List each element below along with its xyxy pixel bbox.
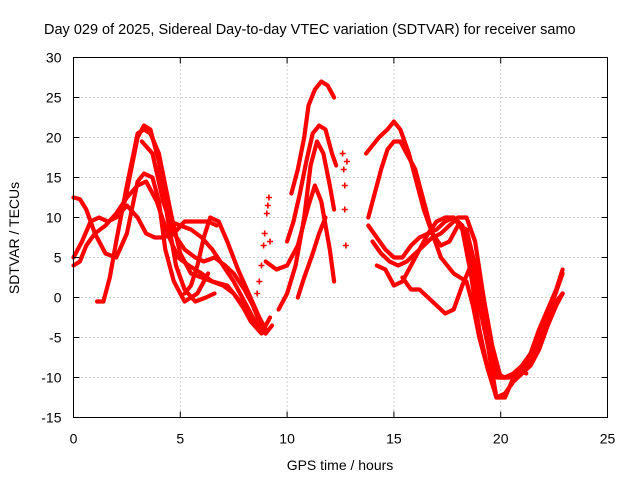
axis-ticks: 0 5 10 15 20 25 -15 -10 -5 0 5 10 15 20 25 30 <box>41 50 615 447</box>
series-sat-j <box>276 139 337 312</box>
x-axis-label: GPS time / hours <box>287 457 394 473</box>
plus-marker <box>260 242 267 249</box>
y-tick-label: 20 <box>46 130 62 146</box>
plus-marker <box>258 262 265 269</box>
series-sat-c <box>71 179 273 336</box>
x-tick-label: 5 <box>176 431 184 447</box>
plus-marker <box>261 230 268 237</box>
chart-title: Day 029 of 2025, Sidereal Day-to-day VTE… <box>44 22 576 38</box>
plus-marker <box>267 238 274 245</box>
plus-marker <box>340 166 347 173</box>
y-tick-label: 10 <box>46 210 62 226</box>
plus-marker <box>339 150 346 157</box>
y-tick-label: -5 <box>49 330 62 346</box>
y-tick-label: 30 <box>46 50 62 66</box>
series-sat-g <box>167 219 275 336</box>
plus-marker <box>342 242 349 249</box>
series-sat-k <box>285 123 339 244</box>
data-series <box>71 79 565 400</box>
y-tick-label: 25 <box>46 90 62 106</box>
plus-marker <box>341 206 348 213</box>
plus-marker <box>252 306 259 313</box>
x-tick-label: 20 <box>493 431 509 447</box>
series-sat-d <box>94 127 268 336</box>
series-sat-b <box>71 203 219 260</box>
plus-marker <box>265 194 272 201</box>
plus-marker <box>263 210 270 217</box>
plot-frame <box>73 57 608 418</box>
data-points <box>252 150 350 313</box>
plus-marker <box>341 182 348 189</box>
series-sat-i <box>263 183 337 284</box>
series-sat-s <box>400 263 557 400</box>
x-tick-label: 10 <box>279 431 295 447</box>
x-tick-label: 25 <box>600 431 616 447</box>
y-axis-label: SDTVAR / TECUs <box>6 182 22 294</box>
plus-marker <box>343 158 350 165</box>
series-sat-e <box>122 123 217 304</box>
x-tick-label: 15 <box>386 431 402 447</box>
y-tick-label: -15 <box>41 410 61 426</box>
y-tick-label: 5 <box>54 250 62 266</box>
x-tick-label: 0 <box>70 431 78 447</box>
series-sat-p <box>366 215 565 400</box>
plus-marker <box>256 278 263 285</box>
y-tick-label: 15 <box>46 170 62 186</box>
series-sat-m <box>295 215 328 300</box>
plus-marker <box>254 290 261 297</box>
series-sat-h <box>182 215 268 332</box>
y-tick-label: -10 <box>41 370 61 386</box>
series-sat-l <box>289 79 337 196</box>
plus-marker <box>264 202 271 209</box>
y-tick-label: 0 <box>54 290 62 306</box>
